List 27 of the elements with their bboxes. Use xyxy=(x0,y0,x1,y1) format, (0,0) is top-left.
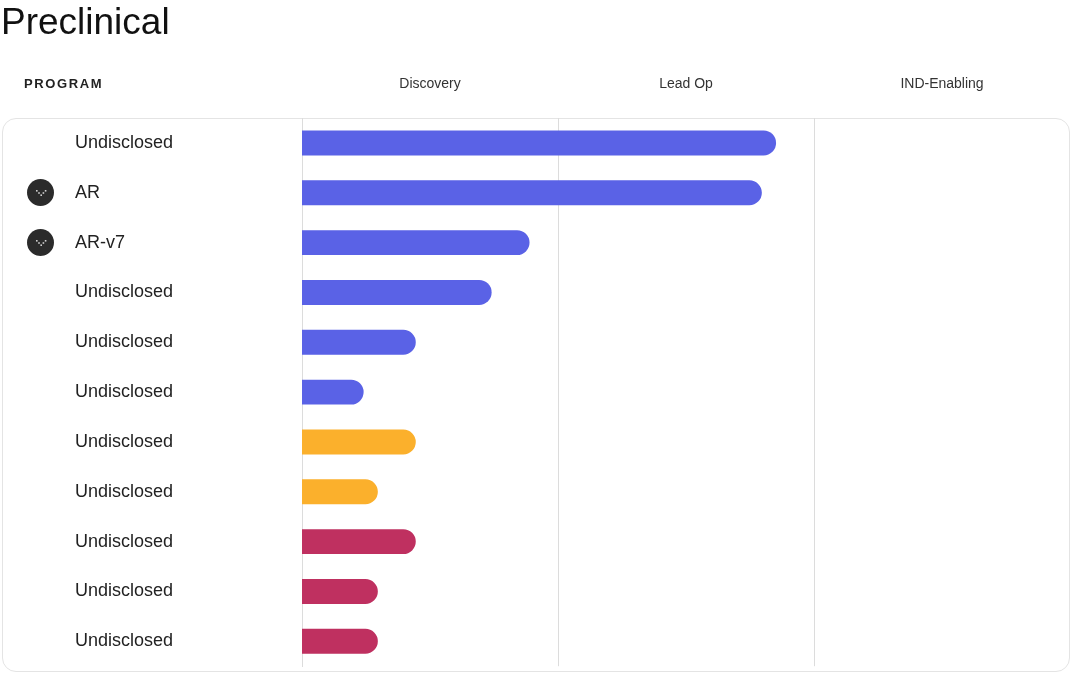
y-tick-label: Undisclosed xyxy=(75,430,174,451)
bar xyxy=(302,329,416,355)
y-tick-label: Undisclosed xyxy=(75,381,174,402)
y-tick-label: Undisclosed xyxy=(75,630,174,651)
bar xyxy=(302,379,364,405)
bar xyxy=(302,529,416,555)
bar xyxy=(302,180,762,206)
text: Discovery xyxy=(399,74,461,91)
y-tick-label: Undisclosed xyxy=(75,281,174,302)
bar xyxy=(302,479,378,505)
text: Lead Op xyxy=(659,74,714,91)
text: IND-Enabling xyxy=(900,74,984,91)
y-tick-label: Undisclosed xyxy=(75,530,174,551)
bar xyxy=(302,628,378,654)
y-tick-label: AR-v7 xyxy=(75,231,126,252)
y-tick-label: Undisclosed xyxy=(75,580,174,601)
y-tick-label: AR xyxy=(75,181,101,202)
chart-title: Preclinical xyxy=(1,0,170,44)
bar xyxy=(302,578,378,604)
y-tick-label: Undisclosed xyxy=(75,480,174,501)
bar xyxy=(302,230,530,256)
y-axis-title: PROGRAM xyxy=(24,75,104,93)
y-tick-label: Undisclosed xyxy=(75,131,174,152)
bar xyxy=(302,279,492,305)
y-tick-label: Undisclosed xyxy=(75,331,174,352)
bar xyxy=(302,130,777,156)
bar xyxy=(302,429,416,455)
